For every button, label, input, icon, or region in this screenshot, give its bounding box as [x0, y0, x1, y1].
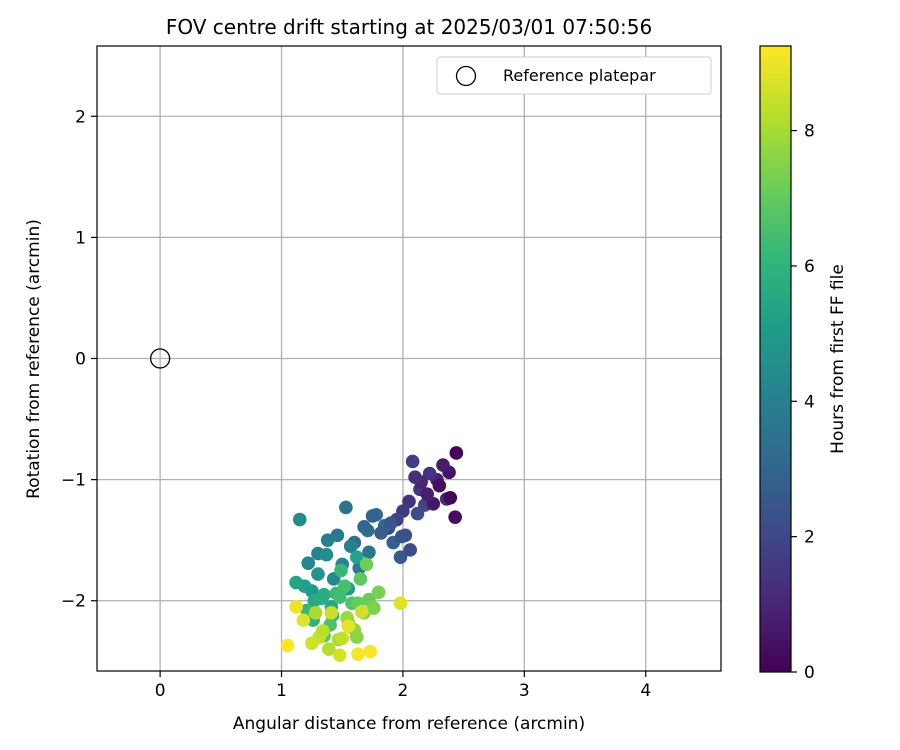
- data-point: [305, 636, 319, 650]
- data-point: [394, 529, 409, 544]
- legend-box: [436, 56, 712, 95]
- colorbar: 0 2 4 6 8 Hours from first FF file: [759, 45, 848, 683]
- x-tick-label: 3: [519, 681, 530, 701]
- x-tick-label: 4: [640, 681, 651, 701]
- data-point: [334, 563, 348, 578]
- data-point: [320, 533, 335, 547]
- y-axis-label: Rotation from reference (arcmin): [24, 219, 44, 499]
- data-point: [301, 556, 316, 570]
- data-point: [432, 478, 447, 493]
- y-axis-ticks: −2 −1 0 1 2: [61, 107, 97, 612]
- data-point: [339, 500, 353, 515]
- data-point: [357, 520, 371, 534]
- data-point: [353, 572, 368, 586]
- colorbar-tick-label: 0: [804, 663, 815, 683]
- data-point: [349, 630, 364, 644]
- legend-label: Reference platepar: [503, 66, 656, 85]
- data-point: [371, 585, 386, 600]
- data-point: [333, 648, 347, 663]
- colorbar-gradient: [759, 45, 792, 673]
- data-point: [289, 600, 303, 614]
- data-point: [296, 613, 311, 627]
- data-point: [351, 647, 365, 661]
- colorbar-tick-label: 6: [804, 257, 815, 277]
- data-point: [363, 644, 377, 659]
- x-tick-label: 1: [276, 681, 287, 701]
- data-point: [420, 487, 435, 501]
- y-tick-label: 2: [75, 107, 86, 127]
- y-tick-label: −1: [61, 471, 86, 491]
- y-tick-label: 0: [75, 350, 86, 370]
- colorbar-ticks: 0 2 4 6 8: [791, 122, 815, 683]
- data-point: [292, 512, 307, 527]
- data-point: [343, 539, 358, 554]
- colorbar-tick-label: 4: [804, 392, 815, 412]
- x-axis-label: Angular distance from reference (arcmin): [233, 714, 585, 734]
- data-point: [311, 567, 325, 581]
- data-point: [408, 470, 422, 485]
- y-tick-label: −2: [61, 592, 86, 612]
- data-point: [337, 579, 352, 594]
- x-tick-label: 0: [155, 681, 166, 701]
- grid-lines: [97, 46, 721, 671]
- data-point: [333, 590, 347, 604]
- data-point: [319, 547, 334, 562]
- data-point: [280, 638, 295, 653]
- data-point: [359, 557, 374, 572]
- data-point: [410, 506, 425, 521]
- data-point: [383, 516, 398, 531]
- reference-marker: [149, 348, 171, 369]
- data-points: [280, 446, 464, 663]
- data-point: [402, 494, 416, 509]
- data-point: [308, 606, 323, 620]
- data-point: [436, 458, 450, 472]
- data-point: [405, 454, 420, 469]
- data-point: [426, 497, 441, 511]
- data-point: [393, 550, 408, 564]
- data-point: [322, 642, 336, 656]
- data-point: [403, 543, 418, 557]
- data-point: [314, 591, 329, 606]
- legend: Reference platepar: [436, 56, 712, 95]
- data-point: [365, 509, 380, 523]
- y-tick-label: 1: [75, 228, 86, 248]
- data-point: [354, 604, 369, 619]
- data-point: [366, 601, 381, 615]
- data-point: [393, 596, 408, 610]
- data-point: [422, 466, 437, 481]
- data-point: [449, 446, 464, 460]
- colorbar-tick-label: 8: [804, 122, 815, 142]
- chart-title: FOV centre drift starting at 2025/03/01 …: [166, 15, 652, 39]
- data-point: [448, 510, 462, 524]
- data-point: [335, 631, 350, 646]
- colorbar-label: Hours from first FF file: [828, 264, 848, 454]
- data-point: [362, 545, 376, 560]
- data-point: [289, 575, 303, 590]
- x-tick-label: 2: [398, 681, 409, 701]
- data-point: [324, 606, 339, 620]
- data-point: [316, 624, 330, 638]
- colorbar-tick-label: 2: [804, 528, 815, 548]
- data-point: [341, 619, 356, 633]
- data-point: [349, 550, 364, 564]
- legend-marker-icon: [455, 65, 477, 87]
- data-point: [374, 526, 388, 540]
- x-axis-ticks: 0 1 2 3 4: [155, 671, 651, 701]
- data-point: [443, 490, 458, 505]
